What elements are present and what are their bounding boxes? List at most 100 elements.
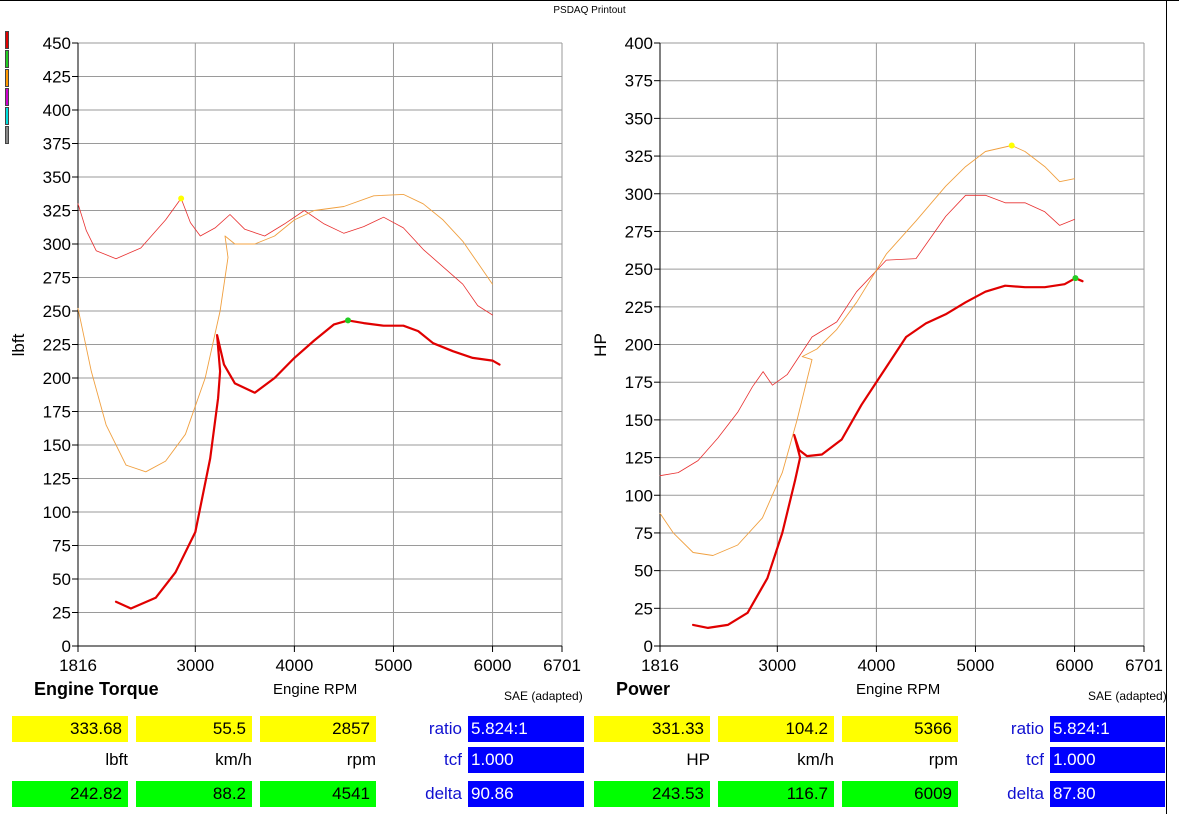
- ratio-value: 5.824:1: [468, 716, 584, 742]
- y-tick-label: 250: [625, 260, 653, 279]
- y-tick-label: 325: [43, 202, 71, 221]
- power-peak-speed: 116.7: [718, 781, 834, 807]
- torque-peak-rpm: 4541: [260, 781, 376, 807]
- y-tick-label: 300: [625, 185, 653, 204]
- delta-label: delta: [425, 784, 462, 803]
- y-tick-label: 25: [634, 599, 653, 618]
- color-legend-strip: [5, 31, 9, 145]
- frame-top-border: [0, 0, 1179, 1]
- frame-right-border: [1166, 0, 1167, 814]
- power-panel-title: Power: [616, 679, 671, 699]
- y-tick-label: 400: [625, 34, 653, 53]
- legend-swatch-3: [5, 88, 9, 106]
- power-sae-label: SAE (adapted): [1088, 689, 1167, 703]
- x-tick-label: 6000: [474, 656, 512, 675]
- power-cursor-speed: 104.2: [718, 716, 834, 742]
- legend-swatch-2: [5, 69, 9, 87]
- y-tick-label: 125: [43, 470, 71, 489]
- y-tick-label: 150: [43, 436, 71, 455]
- torque-cursor-speed: 55.5: [136, 716, 252, 742]
- legend-swatch-1: [5, 50, 9, 68]
- series-line-0: [659, 194, 1075, 477]
- y-tick-label: 50: [52, 570, 71, 589]
- y-tick-label: 0: [644, 637, 653, 656]
- torque-xaxis-label: Engine RPM: [273, 681, 358, 698]
- x-tick-label: 4000: [857, 656, 895, 675]
- y-tick-label: 75: [634, 524, 653, 543]
- y-tick-label: 150: [625, 411, 653, 430]
- power-xaxis-label: Engine RPM: [856, 681, 941, 698]
- y-tick-label: 275: [43, 269, 71, 288]
- y-tick-label: 50: [634, 562, 653, 581]
- tcf-value: 1.000: [468, 747, 584, 773]
- y-tick-label: 450: [43, 34, 71, 53]
- marker-point-1: [1072, 275, 1079, 282]
- delta-label-2: delta: [1007, 784, 1044, 803]
- x-tick-label: 1816: [59, 656, 97, 675]
- marker-point-0: [1008, 142, 1015, 149]
- y-tick-label: 350: [43, 168, 71, 187]
- y-tick-label: 300: [43, 235, 71, 254]
- power-unit-label: HP: [686, 750, 710, 769]
- torque-panel-title: Engine Torque: [34, 679, 159, 699]
- legend-swatch-5: [5, 126, 9, 144]
- y-tick-label: 175: [625, 373, 653, 392]
- torque-cursor-value: 333.68: [12, 716, 128, 742]
- x-tick-label: 6000: [1056, 656, 1094, 675]
- torque-peak-speed: 88.2: [136, 781, 252, 807]
- x-tick-label: 1816: [641, 656, 679, 675]
- y-tick-label: 225: [625, 298, 653, 317]
- torque-peak-value: 242.82: [12, 781, 128, 807]
- torque-sae-label: SAE (adapted): [504, 689, 583, 703]
- ratio-value-2: 5.824:1: [1050, 716, 1165, 742]
- y-tick-label: 200: [43, 369, 71, 388]
- tcf-label: tcf: [444, 750, 462, 769]
- y-tick-label: 375: [43, 135, 71, 154]
- series-line-1: [77, 193, 493, 473]
- y-tick-label: 325: [625, 147, 653, 166]
- x-tick-label: 6701: [1125, 656, 1163, 675]
- x-tick-label: 6701: [543, 656, 581, 675]
- y-tick-label: 75: [52, 537, 71, 556]
- power-cursor-rpm: 5366: [842, 716, 958, 742]
- x-tick-label: 4000: [275, 656, 313, 675]
- y-tick-label: 100: [43, 503, 71, 522]
- chart-0: 0 25 50 75 100 125 150 175 200 225 250 275 300 325 350…: [9, 34, 581, 675]
- y-tick-label: 350: [625, 109, 653, 128]
- y-tick-label: 250: [43, 302, 71, 321]
- power-peak-value: 243.53: [594, 781, 710, 807]
- y-axis-label: lbft: [9, 333, 28, 356]
- speed-unit-label-2: km/h: [797, 750, 834, 769]
- y-tick-label: 125: [625, 449, 653, 468]
- marker-point-1: [344, 317, 351, 324]
- ratio-label: ratio: [428, 719, 462, 738]
- tcf-label-2: tcf: [1026, 750, 1044, 769]
- marker-point-0: [178, 195, 185, 202]
- ratio-label-2: ratio: [1010, 719, 1044, 738]
- x-tick-label: 3000: [176, 656, 214, 675]
- speed-unit-label: km/h: [215, 750, 252, 769]
- y-axis-label: HP: [591, 333, 610, 357]
- legend-swatch-0: [5, 31, 9, 49]
- torque-unit-label: lbft: [105, 750, 128, 769]
- y-tick-label: 25: [52, 604, 71, 623]
- y-tick-label: 100: [625, 486, 653, 505]
- tcf-value-2: 1.000: [1050, 747, 1165, 773]
- x-tick-label: 5000: [957, 656, 995, 675]
- legend-swatch-4: [5, 107, 9, 125]
- power-cursor-value: 331.33: [594, 716, 710, 742]
- x-tick-label: 5000: [375, 656, 413, 675]
- series-line-0: [77, 197, 493, 316]
- y-tick-label: 275: [625, 222, 653, 241]
- rpm-unit-label-2: rpm: [928, 750, 958, 769]
- y-tick-label: 225: [43, 336, 71, 355]
- y-tick-label: 0: [62, 637, 71, 656]
- series-line-1: [659, 145, 1075, 556]
- delta-value: 90.86: [468, 781, 584, 807]
- series-line-2: [114, 319, 501, 610]
- chart-1: 0 25 50 75 100 125 150 175 200 225 250 275 300 325 350…: [591, 34, 1163, 675]
- y-tick-label: 200: [625, 336, 653, 355]
- y-tick-label: 375: [625, 72, 653, 91]
